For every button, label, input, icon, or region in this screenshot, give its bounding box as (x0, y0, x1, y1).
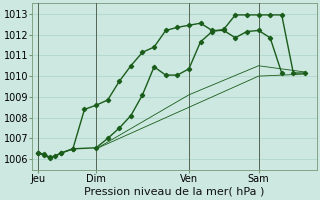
X-axis label: Pression niveau de la mer( hPa ): Pression niveau de la mer( hPa ) (84, 187, 265, 197)
